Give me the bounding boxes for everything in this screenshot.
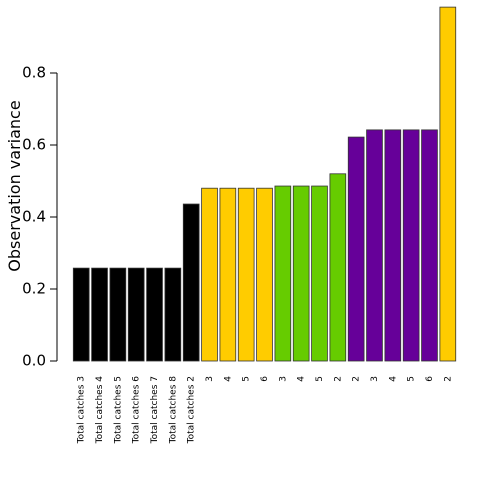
x-tick-label: 4 — [388, 376, 398, 382]
y-tick-label: 0.4 — [22, 208, 46, 226]
bar — [311, 185, 328, 362]
bar — [127, 267, 145, 362]
x-tick-label: 6 — [260, 376, 270, 382]
bar — [164, 267, 182, 362]
bar — [146, 267, 163, 362]
bar — [72, 267, 90, 362]
bar — [366, 129, 383, 362]
x-tick-label: Total catches 7 — [150, 376, 160, 444]
x-tick-label: 6 — [425, 376, 435, 382]
x-tick-label: 5 — [315, 376, 325, 382]
x-tick-label: 3 — [278, 376, 288, 382]
x-tick-label: 3 — [205, 376, 215, 382]
y-tick-label: 0.8 — [22, 64, 46, 82]
x-tick-label: 5 — [407, 376, 417, 382]
bar — [237, 187, 255, 362]
x-tick-label: 2 — [333, 376, 343, 382]
x-tick-label: Total catches 3 — [77, 376, 87, 444]
y-tick-label: 0.6 — [22, 136, 46, 154]
bar — [384, 129, 402, 362]
bar — [182, 203, 200, 362]
bar — [421, 129, 438, 362]
x-tick-label: 2 — [352, 376, 362, 382]
bar — [292, 185, 310, 362]
x-tick-label: 4 — [297, 376, 307, 382]
bar — [219, 187, 237, 362]
bar — [439, 6, 457, 362]
x-tick-label: Total catches 4 — [95, 376, 105, 445]
y-axis-label: Observation variance — [5, 100, 24, 271]
y-tick-label: 0.0 — [22, 352, 46, 370]
x-tick-label: 4 — [223, 376, 233, 382]
bar — [109, 267, 127, 362]
bar — [329, 173, 347, 362]
x-tick-label: Total catches 6 — [132, 376, 142, 445]
x-tick-label: Total catches 5 — [113, 376, 123, 444]
bar — [201, 187, 218, 362]
x-tick-label: 3 — [370, 376, 380, 382]
bar — [256, 187, 273, 362]
bar — [91, 267, 108, 362]
y-tick-label: 0.2 — [22, 280, 46, 298]
x-tick-label: 5 — [242, 376, 252, 382]
bar — [274, 185, 292, 362]
bar — [347, 136, 365, 362]
x-tick-label: Total catches 2 — [187, 376, 197, 444]
x-tick-label: 2 — [443, 376, 453, 382]
x-tick-label: Total catches 8 — [168, 376, 178, 445]
bar — [402, 129, 420, 362]
